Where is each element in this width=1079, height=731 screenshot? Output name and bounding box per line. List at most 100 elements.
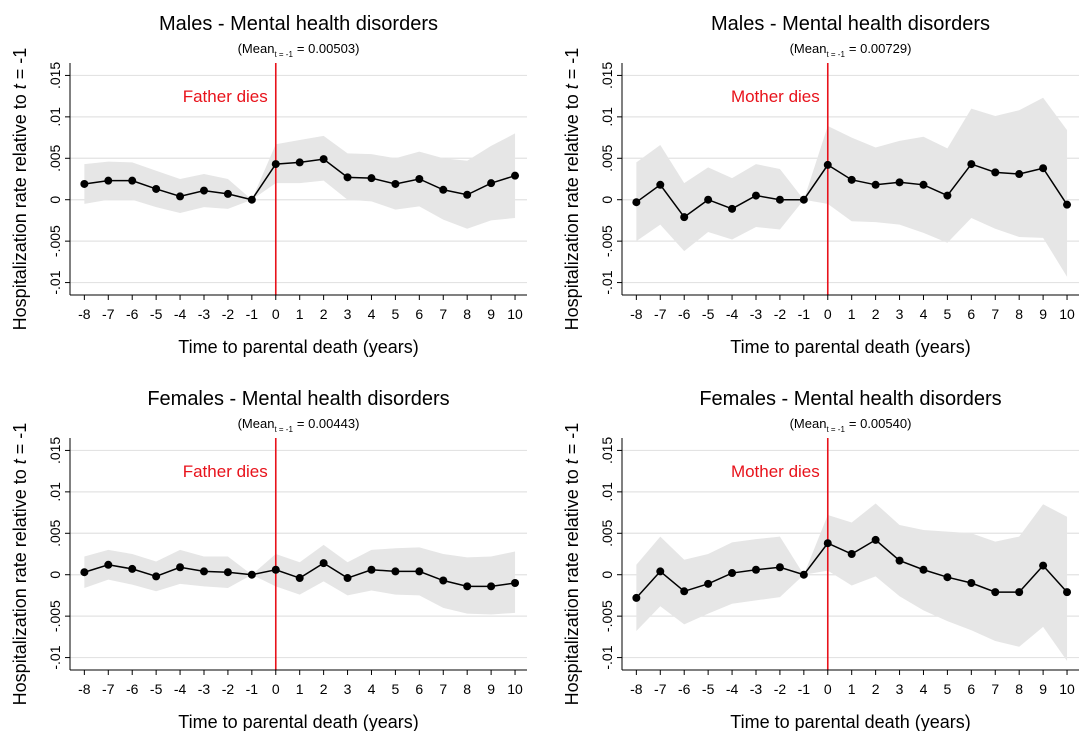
point <box>991 168 1000 177</box>
point <box>415 175 424 183</box>
y-tick-label: -.01 <box>47 270 63 294</box>
subtitle-prefix: (Mean <box>238 41 275 56</box>
subtitle-suffix: = 0.00443) <box>297 416 360 431</box>
x-tick-label: 1 <box>848 306 856 322</box>
point <box>319 155 328 164</box>
point <box>728 569 737 578</box>
x-tick-label: -2 <box>774 306 787 322</box>
point <box>632 198 641 207</box>
point <box>223 568 232 577</box>
y-label-text: Hospitalization rate relative to <box>10 469 30 705</box>
x-axis-label: Time to parental death (years) <box>178 337 418 357</box>
y-label-text: Hospitalization rate relative to <box>562 469 582 705</box>
point <box>343 574 352 583</box>
subtitle: (Meant = -1 = 0.00443) <box>238 416 360 434</box>
panel-title: Females - Mental health disorders <box>147 388 449 410</box>
y-tick-label: .005 <box>47 519 63 546</box>
y-label-var: t <box>562 458 582 464</box>
point <box>176 192 185 201</box>
x-tick-label: -6 <box>678 306 691 322</box>
y-label-rest: = -1 <box>562 423 582 455</box>
y-tick-label: .01 <box>599 107 615 127</box>
point <box>487 179 496 188</box>
point <box>775 195 784 204</box>
x-tick-label: 7 <box>991 306 999 322</box>
subtitle-subscript: t = -1 <box>826 50 845 59</box>
y-tick-label: -.005 <box>47 225 63 257</box>
ci-band <box>84 133 516 229</box>
point <box>176 563 185 572</box>
x-tick-label: 0 <box>824 306 832 322</box>
point <box>680 587 689 596</box>
x-tick-label: 4 <box>920 306 928 322</box>
x-tick-label: 3 <box>344 681 352 697</box>
y-tick-label: .01 <box>599 482 615 502</box>
panel-title: Males - Mental health disorders <box>159 13 438 35</box>
point <box>247 570 256 579</box>
point <box>1063 200 1072 209</box>
x-tick-label: 9 <box>1039 306 1047 322</box>
x-tick-label: -4 <box>174 306 187 322</box>
point <box>847 175 856 184</box>
y-tick-label: -.01 <box>599 645 615 669</box>
y-tick-label: .015 <box>47 437 63 464</box>
point <box>128 564 137 573</box>
point <box>656 180 665 189</box>
point <box>895 556 904 565</box>
x-tick-label: -8 <box>78 306 91 322</box>
point <box>152 184 161 193</box>
point <box>415 567 424 576</box>
ci-band <box>636 503 1068 661</box>
point <box>1039 561 1048 570</box>
x-tick-label: 7 <box>991 681 999 697</box>
x-axis-label: Time to parental death (years) <box>730 337 970 357</box>
point <box>991 588 1000 597</box>
x-tick-label: -3 <box>198 681 211 697</box>
point <box>751 191 760 200</box>
point <box>871 535 880 544</box>
annotation: Father dies <box>183 87 268 106</box>
x-tick-label: -4 <box>726 681 739 697</box>
x-tick-label: -8 <box>630 681 643 697</box>
y-label-text: Hospitalization rate relative to <box>10 94 30 330</box>
point <box>463 190 472 199</box>
point <box>271 565 280 574</box>
point <box>775 563 784 572</box>
x-tick-label: 2 <box>320 681 328 697</box>
x-tick-label: 5 <box>392 306 400 322</box>
subtitle: (Meant = -1 = 0.00503) <box>238 41 360 59</box>
point <box>919 565 928 574</box>
x-tick-label: 6 <box>415 681 423 697</box>
point <box>704 195 713 204</box>
point <box>295 158 304 167</box>
x-tick-label: 8 <box>1015 681 1023 697</box>
x-tick-label: -6 <box>126 306 139 322</box>
point <box>104 176 113 185</box>
point <box>823 539 832 548</box>
x-tick-label: 6 <box>967 681 975 697</box>
y-axis-label: Hospitalization rate relative to t = -1 <box>10 48 30 331</box>
point <box>799 570 808 579</box>
y-label-rest: = -1 <box>562 48 582 80</box>
y-label-rest: = -1 <box>10 423 30 455</box>
annotation: Father dies <box>183 462 268 481</box>
annotation: Mother dies <box>731 462 820 481</box>
x-tick-label: 4 <box>920 681 928 697</box>
point <box>680 213 689 222</box>
y-label-text: Hospitalization rate relative to <box>562 94 582 330</box>
subtitle: (Meant = -1 = 0.00540) <box>790 416 912 434</box>
panel-title: Females - Mental health disorders <box>699 388 1001 410</box>
point <box>439 185 448 194</box>
ci-band <box>636 97 1068 277</box>
x-tick-label: -8 <box>78 681 91 697</box>
point <box>967 579 976 587</box>
x-tick-label: -6 <box>678 681 691 697</box>
x-tick-label: 6 <box>415 306 423 322</box>
panel-title: Males - Mental health disorders <box>711 13 990 35</box>
x-tick-label: 0 <box>272 681 280 697</box>
point <box>247 195 256 204</box>
x-tick-label: 3 <box>896 306 904 322</box>
x-tick-label: 5 <box>944 306 952 322</box>
x-tick-label: 5 <box>392 681 400 697</box>
x-tick-label: 8 <box>1015 306 1023 322</box>
